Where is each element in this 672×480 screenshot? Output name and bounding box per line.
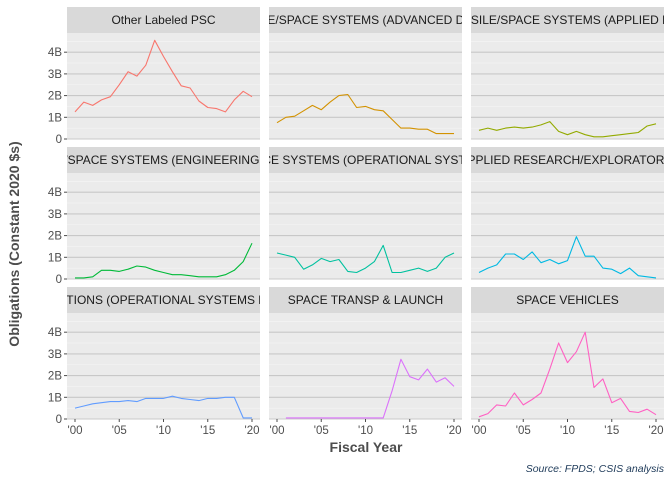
facet-panel: RDT&E: SPACE (APPLIED RESEARCH/EXPLORATO… (365, 147, 672, 280)
facet-strip (471, 147, 664, 173)
plot-background (471, 33, 664, 139)
series-line (75, 242, 253, 279)
x-tick-label: '10 (560, 425, 575, 437)
y-tick-label: 4B (48, 187, 62, 199)
series-line (478, 236, 657, 279)
plot-background (67, 33, 260, 139)
facet-panel: RDT&E: MISSILE/SPACE SYSTEMS (OPERATIONA… (141, 147, 590, 280)
plot-background (269, 313, 462, 419)
axes-layer: 0 1B 2B 3B 4B 0 1B 2B 3B 4B 0 1B 2B 3B 4B '00 '05 '10 '15 '… (48, 47, 664, 437)
x-tick-label: '15 (200, 425, 215, 437)
plot-background (471, 173, 664, 279)
series-line (285, 358, 455, 419)
facet-title: Other Labeled PSC (111, 13, 215, 27)
x-tick-label: '15 (604, 425, 619, 437)
y-tick-label: 0 (56, 274, 62, 286)
facet-title: RDT&E: MISSILE/SPACE SYSTEMS (APPLIED RE… (402, 13, 672, 27)
facet-title: SPACE APPLICATIONS (OPERATIONAL SYSTEMS … (0, 293, 353, 307)
y-tick-label: 4B (48, 47, 62, 59)
x-tick-label: '15 (402, 425, 417, 437)
x-tick-label: '05 (314, 425, 329, 437)
y-tick-label: 2B (48, 91, 62, 103)
y-tick-label: 3B (48, 349, 62, 361)
facet-strip (269, 287, 462, 313)
plot-background (67, 313, 260, 419)
y-tick-label: 1B (48, 392, 62, 404)
facet-strip (269, 147, 462, 173)
plot-background (471, 313, 664, 419)
x-tick-label: '05 (516, 425, 531, 437)
facet-panel: SPACE APPLICATIONS (OPERATIONAL SYSTEMS … (0, 287, 353, 420)
y-tick-label: 2B (48, 371, 62, 383)
facet-panel: RDT&E: MISSILE/SPACE SYSTEMS (ADVANCED D… (181, 7, 551, 140)
y-tick-label: 1B (48, 112, 62, 124)
y-tick-label: 0 (56, 134, 62, 146)
y-tick-label: 4B (48, 327, 62, 339)
plot-background (67, 173, 260, 279)
facet-panel: SPACE TRANSP & LAUNCH (269, 287, 462, 420)
facet-panel: RDT&E: MISSILE/SPACE SYSTEMS (ENGINEERIN… (0, 147, 357, 280)
facet-strip (269, 7, 462, 33)
y-tick-label: 2B (48, 231, 62, 243)
facet-panel: SPACE VEHICLES (471, 287, 664, 420)
series-line (74, 395, 252, 419)
x-tick-label: '10 (156, 425, 171, 437)
series-line (478, 331, 657, 418)
y-tick-label: 1B (48, 252, 62, 264)
facet-panel: RDT&E: MISSILE/SPACE SYSTEMS (APPLIED RE… (402, 7, 672, 140)
x-axis-title: Fiscal Year (330, 439, 403, 455)
plot-background (269, 33, 462, 139)
facet-strip (471, 287, 664, 313)
facet-strip (67, 7, 260, 33)
x-tick-label: '20 (649, 425, 664, 437)
facet-title: RDT&E: MISSILE/SPACE SYSTEMS (ADVANCED D… (181, 13, 551, 27)
y-tick-label: 0 (56, 414, 62, 426)
facet-strip (67, 287, 260, 313)
facet-title: SPACE TRANSP & LAUNCH (288, 293, 443, 307)
facet-title: RDT&E: MISSILE/SPACE SYSTEMS (OPERATIONA… (141, 153, 590, 167)
y-tick-label: 3B (48, 69, 62, 81)
x-tick-label: '00 (68, 425, 83, 437)
series-line (74, 39, 253, 113)
series-line (276, 244, 455, 274)
facet-title: RDT&E: SPACE (APPLIED RESEARCH/EXPLORATO… (365, 153, 672, 167)
plot-background (269, 173, 462, 279)
x-tick-label: '20 (447, 425, 462, 437)
x-tick-label: '05 (112, 425, 127, 437)
facet-title: RDT&E: MISSILE/SPACE SYSTEMS (ENGINEERIN… (0, 153, 357, 167)
source-caption: Source: FPDS; CSIS analysis (526, 463, 665, 475)
facet-panel: Other Labeled PSC (67, 7, 260, 140)
series-line (478, 121, 657, 138)
x-tick-label: '00 (270, 425, 285, 437)
y-tick-label: 3B (48, 209, 62, 221)
facet-strip (67, 147, 260, 173)
facet-title: SPACE VEHICLES (516, 293, 618, 307)
x-tick-label: '00 (472, 425, 487, 437)
facet-strip (471, 7, 664, 33)
series-line (276, 93, 454, 135)
x-tick-label: '10 (358, 425, 373, 437)
x-tick-label: '20 (245, 425, 260, 437)
y-axis-title: Obligations (Constant 2020 $s) (6, 141, 22, 346)
